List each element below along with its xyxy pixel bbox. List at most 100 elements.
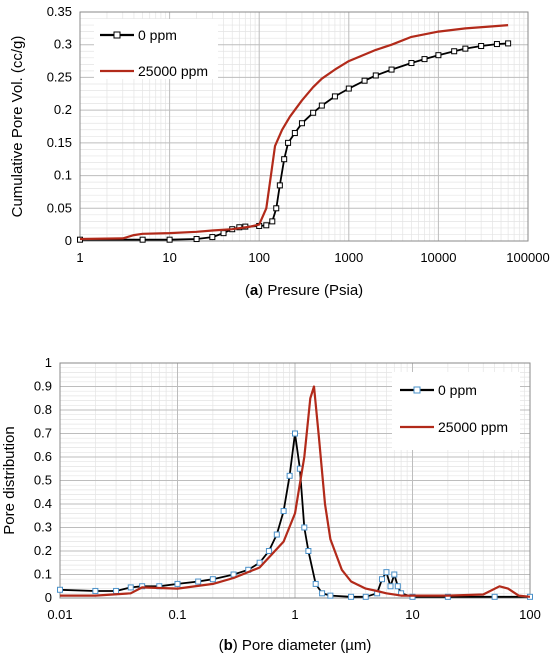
series-1-point (478, 43, 485, 50)
series-1-point (285, 139, 292, 146)
series-1-point (265, 548, 272, 554)
series-1-point (209, 234, 216, 241)
series-1-point (291, 130, 298, 137)
series-1-point (301, 524, 308, 531)
y-tick-label: 0 (45, 590, 52, 605)
y-tick-label: 0.1 (54, 168, 72, 183)
series-1-point (276, 182, 283, 189)
y-tick-label: 0 (65, 233, 72, 248)
series-1-point (435, 52, 442, 59)
y-tick-label: 0.05 (47, 200, 72, 215)
series-1-point (113, 587, 120, 594)
series-1-point (491, 593, 498, 600)
series-1-point (391, 571, 398, 578)
legend-entry-label: 0 ppm (438, 382, 477, 398)
y-tick-label: 0.15 (47, 135, 72, 150)
series-1-point (286, 472, 293, 479)
series-1-point (409, 593, 416, 600)
x-tick-label: 100000 (506, 250, 549, 265)
series-1-point (139, 583, 146, 590)
y-tick-label: 0.4 (34, 496, 52, 511)
series-1-point (372, 72, 379, 79)
legend-entry-label: 0 ppm (138, 27, 177, 43)
series-1-point (220, 230, 227, 237)
series-1-point (92, 587, 99, 594)
series-2-line (79, 24, 509, 241)
legend-entry-label: 25000 ppm (138, 63, 208, 79)
series-1-point (195, 578, 202, 585)
x-tick-label: 0.01 (47, 607, 72, 622)
x-tick-label: 10000 (420, 250, 456, 265)
series-1-point (281, 156, 288, 163)
legend-entry-label: 25000 ppm (438, 419, 508, 435)
series-1-point (166, 236, 173, 243)
series-1-point (421, 56, 428, 63)
series-1-point (273, 205, 280, 212)
y-tick-label: 0.2 (34, 543, 52, 558)
legend-background (94, 19, 218, 79)
series-1-point (310, 109, 317, 116)
y-tick-label: 0.2 (54, 102, 72, 117)
series-1-point (361, 77, 368, 84)
legend-background (392, 372, 520, 450)
x-tick-label: 10 (162, 250, 176, 265)
series-1-point (256, 559, 263, 566)
legend-marker (113, 31, 121, 39)
y-tick-label: 0.6 (34, 449, 52, 464)
series-1-point (348, 593, 355, 600)
y-tick-label: 0.3 (54, 37, 72, 52)
series-1-point (378, 576, 385, 583)
series-1-point (451, 48, 458, 55)
series-1-point (298, 120, 305, 127)
series-1-point (408, 60, 415, 67)
series-2-line (60, 385, 531, 598)
series-1-point (327, 592, 334, 599)
y-tick-label: 0.9 (34, 379, 52, 394)
x-tick-label: 10 (405, 607, 419, 622)
y-tick-label: 0.25 (47, 69, 72, 84)
series-1-point (263, 222, 270, 229)
plot-area-frame (59, 362, 531, 599)
x-tick-label: 1 (291, 607, 298, 622)
y-tick-label: 0.7 (34, 426, 52, 441)
series-1-point (345, 85, 352, 92)
series-1-point (444, 593, 451, 600)
series-1-point (331, 93, 338, 100)
panel-b-chart: 0.01 0.1 1 10 100 0 0.1 0.2 0.3 0.4 0.5 0.6 0.7 0.8 0.… (1, 355, 541, 654)
series-1-point (312, 580, 319, 587)
series-1-point (193, 236, 200, 243)
series-1-point (280, 508, 287, 515)
series-1-point (174, 580, 181, 587)
series-1-point (319, 590, 326, 597)
series-1-point (305, 548, 312, 554)
series-1-point (362, 593, 369, 600)
x-axis-label: (a) Presure (Psia) (245, 282, 363, 299)
y-tick-label: 0.3 (34, 520, 52, 535)
series-1-point (387, 583, 394, 590)
y-tick-label: 0.5 (34, 473, 52, 488)
x-axis-label: (b) Pore diameter (µm) (219, 637, 372, 654)
series-1-point (273, 531, 280, 538)
series-1-point (127, 584, 134, 591)
series-1-point (318, 102, 325, 109)
y-tick-label: 0.8 (34, 402, 52, 417)
series-1-point (269, 218, 276, 225)
x-tick-label: 1000 (334, 250, 363, 265)
series-1-point (383, 569, 390, 576)
y-axis-label: Pore distribution (1, 426, 18, 534)
series-1-point (139, 236, 146, 243)
series-1-point (209, 576, 216, 583)
series-1-point (462, 45, 469, 52)
y-axis-label: Cumulative Pore Vol. (cc/g) (9, 36, 26, 218)
y-tick-label: 0.35 (47, 4, 72, 19)
series-1-point (388, 66, 395, 73)
series-1-point (493, 41, 500, 48)
x-tick-label: 1 (76, 250, 83, 265)
series-1-point (394, 583, 401, 590)
plot-area-frame (79, 11, 529, 242)
y-tick-label: 0.1 (34, 567, 52, 582)
x-tick-label: 100 (248, 250, 270, 265)
x-tick-label: 0.1 (168, 607, 186, 622)
series-1-point (505, 40, 512, 47)
panel-a-chart: 1 10 100 1000 10000 100000 0 0.05 0.1 0.15 0.2 0.25… (9, 4, 550, 299)
